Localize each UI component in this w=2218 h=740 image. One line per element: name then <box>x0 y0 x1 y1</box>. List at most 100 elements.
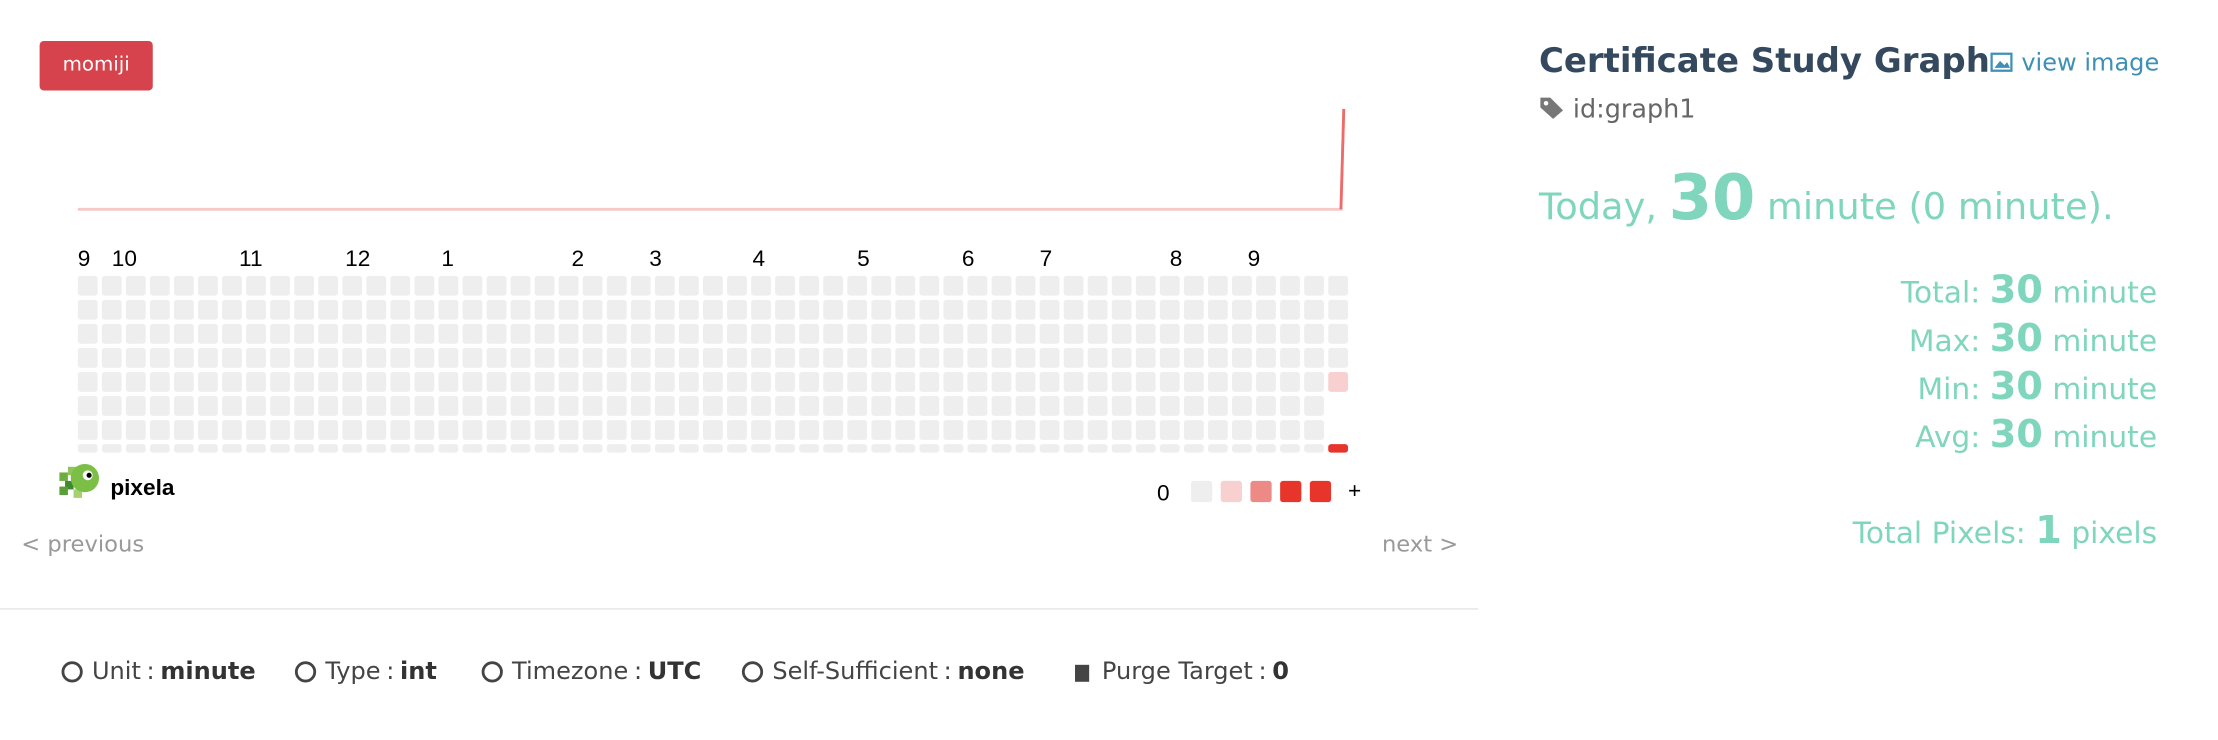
grid-cell <box>1015 275 1036 296</box>
grid-cell <box>1039 299 1060 320</box>
grid-cell <box>1280 299 1300 320</box>
grid-cell <box>1280 323 1300 344</box>
grid-cell <box>1087 323 1108 344</box>
grid-cell <box>967 323 988 344</box>
stat-row: Avg: 30 minute <box>1915 413 2157 457</box>
grid-cell <box>582 372 603 392</box>
grid-cell <box>991 323 1012 344</box>
grid-cell <box>630 347 651 368</box>
grid-cell <box>606 420 627 440</box>
grid-cell <box>125 372 146 392</box>
grid-cell <box>510 420 531 440</box>
stat-row: Total: 30 minute <box>1901 269 2157 313</box>
grid-cell <box>1111 323 1132 344</box>
next-link[interactable]: next > <box>1381 530 1459 558</box>
grid-cell <box>510 347 531 368</box>
footer-icon <box>741 661 764 683</box>
grid-cell <box>366 372 387 392</box>
grid-cell <box>462 444 483 453</box>
grid-cell <box>1135 372 1156 392</box>
footer-value: none <box>957 657 1025 687</box>
grid-cell <box>582 420 603 440</box>
grid-cell <box>1087 275 1108 296</box>
grid-cell <box>198 396 218 416</box>
month-label: 8 <box>1170 246 1183 271</box>
grid-cell <box>654 299 675 320</box>
grid-cell <box>222 323 242 344</box>
user-badge[interactable]: momiji <box>39 41 153 91</box>
grid-cell <box>438 396 459 416</box>
grid-cell <box>582 299 603 320</box>
grid-cell <box>222 420 242 440</box>
grid-cell <box>1280 420 1300 440</box>
grid-cell <box>654 444 675 453</box>
grid-cell <box>1232 275 1252 296</box>
grid-cell <box>125 347 146 368</box>
grid-cell <box>510 444 531 453</box>
grid-cell <box>342 323 363 344</box>
grid-cell <box>1135 420 1156 440</box>
grid-cell <box>270 420 290 440</box>
grid-cell <box>799 299 819 320</box>
stat-unit: minute <box>2052 372 2158 406</box>
footer-icon <box>294 661 317 683</box>
grid-cell <box>727 372 747 392</box>
grid-cell <box>318 323 339 344</box>
grid-cell <box>222 347 242 368</box>
grid-cell <box>270 372 290 392</box>
grid-cell <box>1087 444 1108 453</box>
grid-cell <box>246 396 266 416</box>
footer-value: minute <box>160 657 256 687</box>
grid-cell <box>799 420 819 440</box>
footer-separator: : <box>146 657 155 687</box>
grid-cell <box>366 275 387 296</box>
stat-value: 30 <box>1989 364 2043 409</box>
previous-link[interactable]: < previous <box>21 530 145 558</box>
grid-cell <box>486 299 507 320</box>
grid-cell <box>799 323 819 344</box>
grid-cell <box>871 347 892 368</box>
grid-cell <box>318 420 339 440</box>
grid-cell <box>1015 299 1036 320</box>
grid-cell <box>462 275 483 296</box>
grid-cell <box>1304 347 1324 368</box>
grid-cell <box>943 444 964 453</box>
grid-cell <box>1087 420 1108 440</box>
footer-item: Unit: minute <box>61 658 256 686</box>
view-image-link[interactable]: view image <box>1990 50 2159 78</box>
grid-cell <box>630 323 651 344</box>
grid-cell <box>1063 444 1084 453</box>
grid-cell <box>799 444 819 453</box>
grid-cell <box>823 323 844 344</box>
grid-cell <box>342 372 363 392</box>
stat-row: Min: 30 minute <box>1918 365 2158 409</box>
grid-cell <box>823 372 844 392</box>
month-label: 2 <box>571 246 584 271</box>
grid-cell <box>847 444 868 453</box>
today-unit: minute <box>1767 186 1897 230</box>
grid-cell <box>534 444 555 453</box>
grid-cell <box>1063 347 1084 368</box>
stat-unit: minute <box>2052 420 2158 455</box>
grid-cell <box>486 347 507 368</box>
grid-cell <box>438 372 459 392</box>
grid-cell <box>246 323 266 344</box>
footer-icon <box>481 661 503 683</box>
grid-cell <box>390 323 411 344</box>
grid-cell <box>727 420 747 440</box>
grid-cell <box>1159 323 1180 344</box>
grid-cell <box>775 275 795 296</box>
grid-cell <box>847 420 868 440</box>
grid-cell <box>1328 372 1349 392</box>
grid-cell <box>342 347 363 368</box>
grid-cell <box>1111 420 1132 440</box>
grid-cell <box>1183 299 1204 320</box>
grid-cell <box>558 372 579 392</box>
grid-cell <box>149 299 170 320</box>
view-image-text[interactable]: view image <box>2021 49 2160 78</box>
grid-cell <box>1207 420 1228 440</box>
grid-cell <box>606 396 627 416</box>
grid-cell <box>1087 396 1108 416</box>
grid-cell <box>318 275 339 296</box>
